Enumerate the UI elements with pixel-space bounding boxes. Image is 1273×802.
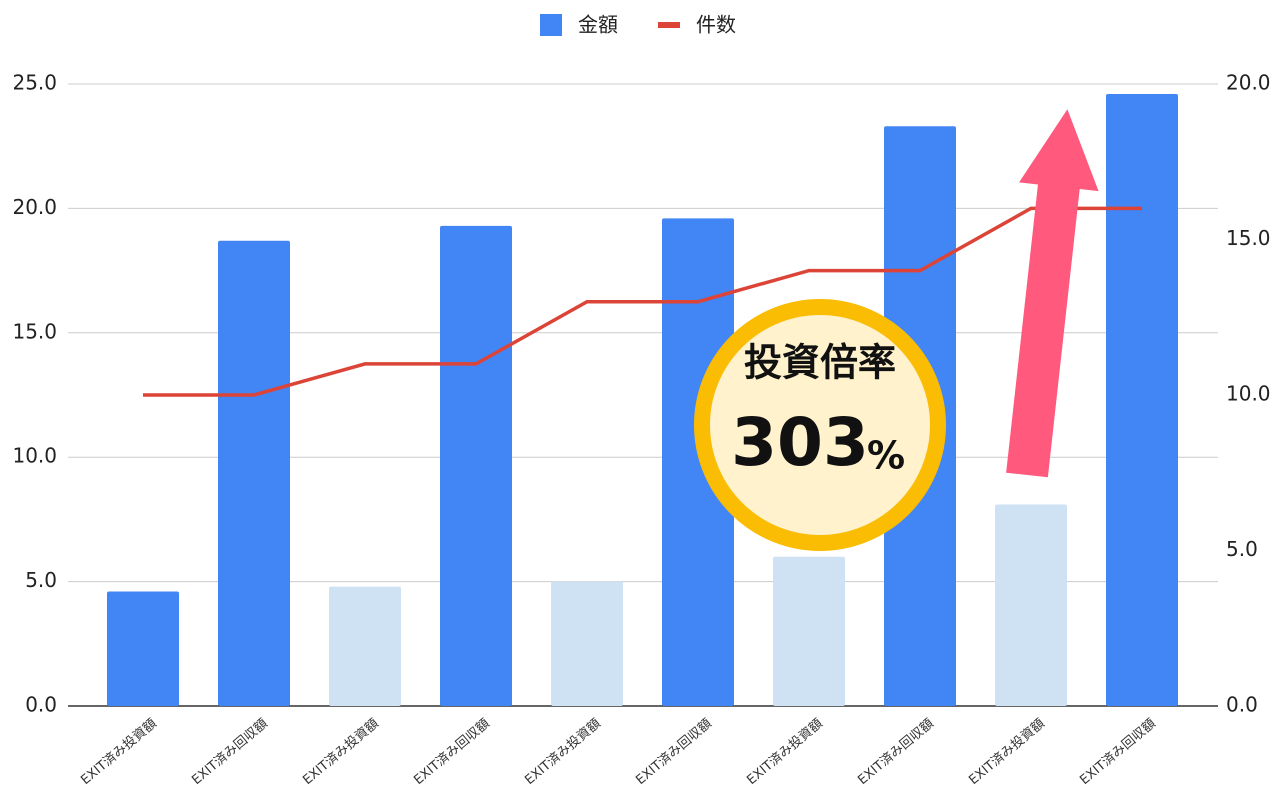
x-tick-label: EXIT済み回収額 xyxy=(633,715,715,788)
ratio-badge: 投資倍率 303 % xyxy=(694,299,946,551)
x-tick-label: EXIT済み回収額 xyxy=(855,715,937,788)
y2-tick-label: 0.0 xyxy=(1226,693,1258,717)
x-tick-label: EXIT済み回収額 xyxy=(1077,715,1159,788)
x-tick-label: EXIT済み投資額 xyxy=(966,715,1048,788)
y2-tick-label: 5.0 xyxy=(1226,537,1258,561)
x-tick-label: EXIT済み回収額 xyxy=(189,715,271,788)
plot-area: 0.0 5.0 10.0 15.0 20.0 25.0 0.0 5.0 10.0 15.0 20.0… xyxy=(12,13,1270,789)
legend-label: 金額 xyxy=(578,13,618,37)
badge-value: 303 xyxy=(731,404,869,481)
bar xyxy=(1106,93,1178,706)
x-tick-label: EXIT済み回収額 xyxy=(411,715,493,788)
bar xyxy=(995,504,1067,706)
line xyxy=(143,206,1142,397)
y2-tick-label: 20.0 xyxy=(1226,71,1271,95)
y-tick-label: 15.0 xyxy=(12,319,57,343)
growth-arrow xyxy=(1006,109,1099,478)
y-tick-label: 10.0 xyxy=(12,444,57,468)
bar xyxy=(551,581,623,706)
y2-tick-label: 15.0 xyxy=(1226,226,1271,250)
bar xyxy=(440,225,512,707)
bar xyxy=(107,591,179,706)
bar xyxy=(662,218,734,707)
badge-label: 投資倍率 xyxy=(744,341,896,385)
legend-label: 件数 xyxy=(696,13,736,37)
y-tick-label: 0.0 xyxy=(25,693,57,717)
x-tick-label: EXIT済み投資額 xyxy=(78,715,160,788)
badge-circle xyxy=(694,299,946,551)
y-tick-label: 5.0 xyxy=(25,568,57,592)
y2-tick-label: 10.0 xyxy=(1226,382,1271,406)
x-tick-label: EXIT済み投資額 xyxy=(744,715,826,788)
y-tick-label: 20.0 xyxy=(12,195,57,219)
bar xyxy=(329,586,401,706)
bar xyxy=(218,240,290,706)
x-tick-label: EXIT済み投資額 xyxy=(300,715,382,788)
x-tick-label: EXIT済み投資額 xyxy=(522,715,604,788)
y-tick-label: 25.0 xyxy=(12,71,57,95)
badge-unit: % xyxy=(867,434,905,478)
legend-swatch xyxy=(540,14,562,36)
bar xyxy=(773,556,845,706)
